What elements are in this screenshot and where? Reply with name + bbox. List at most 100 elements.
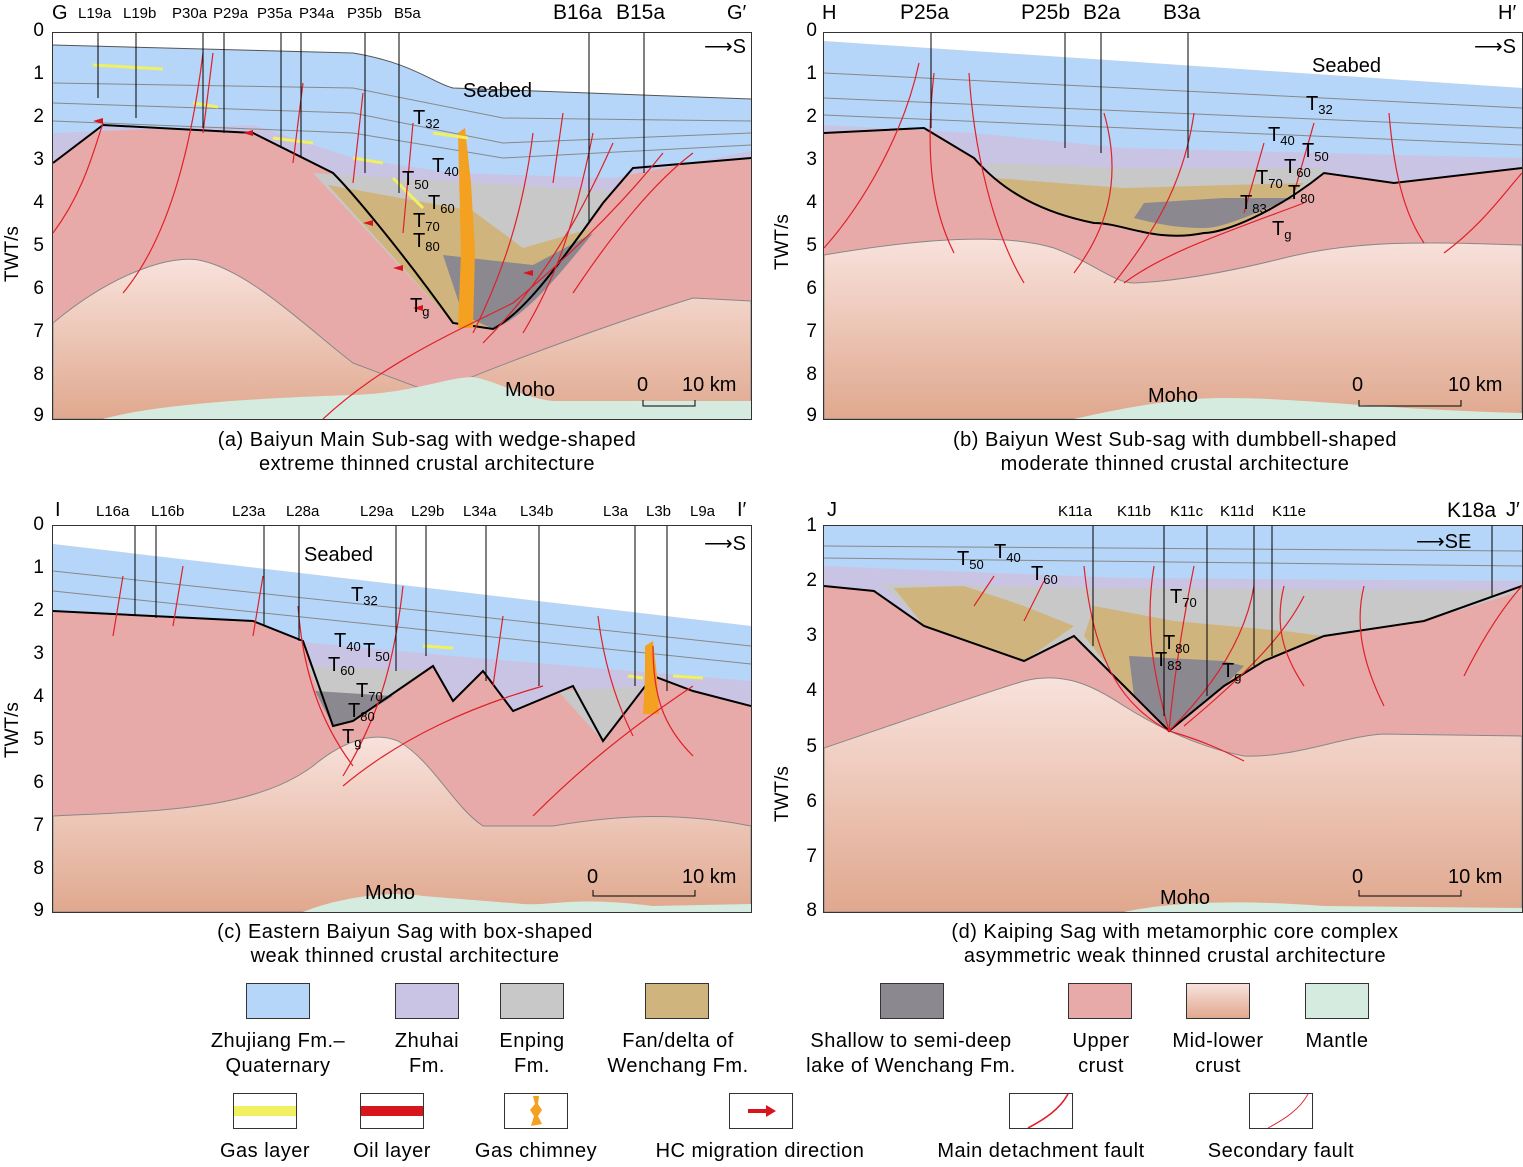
main-fault-icon [1027, 1093, 1069, 1129]
horizon-lines [824, 545, 1522, 567]
well-label: L23a [232, 503, 266, 520]
well-label: P29a [213, 5, 249, 22]
well-label: K11b [1117, 503, 1151, 520]
moho-label: Moho [365, 882, 416, 904]
lake-facies [1134, 198, 1294, 228]
horizon-t40: T40 [334, 630, 361, 654]
y-axis-label: TWT/s [772, 766, 793, 822]
secondary-fault-icon [1267, 1093, 1309, 1129]
y-tick: 8 [33, 364, 44, 385]
horizon-t60: T60 [428, 192, 455, 216]
y-tick: 4 [806, 680, 817, 701]
well-label: B15a [616, 1, 666, 24]
horizon-t60: T60 [328, 654, 355, 678]
mantle [824, 398, 1522, 419]
well-label: P34a [299, 5, 335, 22]
y-tick: 4 [33, 686, 44, 707]
legend-swatch-hc-migration [729, 1093, 793, 1129]
panel-a-section [52, 32, 752, 420]
zhuhai-fm [293, 641, 751, 741]
panel-d-svg [824, 526, 1522, 912]
arrow-right-icon: ⟶ [704, 36, 733, 58]
y-tick: 8 [806, 900, 817, 921]
panel-c-caption: (c) Eastern Baiyun Sag with box-shaped we… [217, 921, 593, 967]
legend-swatch-zhuhai [395, 983, 459, 1019]
faults [973, 565, 1522, 762]
horizon-t50: T50 [363, 640, 390, 664]
seabed-label: Seabed [1312, 55, 1381, 77]
arrow-right-icon [748, 1105, 776, 1117]
panel-b-end-label: H′ [1498, 2, 1517, 24]
panel-d-section [823, 525, 1523, 913]
y-tick: 8 [806, 364, 817, 385]
horizon-t70: T70 [1256, 167, 1283, 191]
y-tick: 2 [806, 106, 817, 127]
panel-c-end-label: I′ [737, 499, 747, 521]
gas-layers [92, 63, 469, 210]
well-label: L9a [690, 503, 716, 520]
lake-facies [315, 691, 393, 726]
y-tick: 6 [806, 791, 817, 812]
y-tick: 2 [806, 570, 817, 591]
legend-label-enping: Enping Fm. [499, 1030, 565, 1077]
y-tick: 3 [806, 625, 817, 646]
wells [930, 33, 1189, 158]
horizon-t60: T60 [1284, 156, 1311, 180]
basement-line [824, 585, 1522, 733]
scale-ten: 10 km [682, 866, 737, 888]
panel-a-start-label: G [52, 2, 68, 24]
y-tick: 7 [33, 321, 44, 342]
well-label: L29a [360, 503, 394, 520]
horizon-t70: T70 [1170, 586, 1197, 610]
legend-swatch-mantle [1305, 983, 1369, 1019]
horizon-lines [824, 72, 1522, 146]
well-label: L3b [646, 503, 672, 520]
panel-b-svg [824, 33, 1522, 419]
moho-label: Moho [1148, 385, 1199, 407]
well-label: B3a [1163, 1, 1201, 24]
y-tick: 0 [806, 20, 817, 41]
y-tick: 1 [33, 557, 44, 578]
legend-label-zhuhai: Zhuhai Fm. [394, 1030, 460, 1077]
mid-lower-crust [53, 736, 751, 912]
well-label: K11e [1272, 503, 1306, 520]
legend-label-oil-layer: Oil layer [353, 1140, 431, 1162]
y-tick: 5 [33, 729, 44, 750]
scale-zero: 0 [587, 866, 599, 888]
mantle [53, 894, 751, 912]
direction-indicator: ⟶S [704, 533, 747, 555]
horizon-t32: T32 [351, 584, 378, 608]
fan-delta [894, 586, 1074, 661]
horizon-t70: T70 [413, 210, 440, 234]
scale-ten: 10 km [1448, 866, 1503, 888]
y-tick: 0 [33, 514, 44, 535]
basement-line [824, 126, 1522, 237]
legend-label-main-fault: Main detachment fault [937, 1140, 1145, 1162]
mid-lower-crust [824, 238, 1522, 419]
moho-label: Moho [505, 379, 556, 401]
seabed-label: Seabed [304, 544, 373, 566]
well-label: K11d [1220, 503, 1254, 520]
well-label: K11c [1170, 503, 1204, 520]
scale-bar [1358, 890, 1462, 897]
horizon-t83: T83 [1240, 192, 1267, 216]
mid-lower-crust [53, 258, 751, 419]
arrow-right-icon: ⟶ [704, 533, 733, 555]
y-tick: 3 [806, 149, 817, 170]
seabed-label: Seabed [463, 80, 532, 102]
gas-chimney [458, 128, 475, 328]
y-tick: 8 [33, 858, 44, 879]
moho-label: Moho [1160, 887, 1211, 909]
wells [1092, 526, 1493, 716]
scale-ten: 10 km [1448, 374, 1503, 396]
well-label: K11a [1058, 503, 1092, 520]
legend-label-lake: Shallow to semi-deep lake of Wenchang Fm. [806, 1030, 1016, 1077]
legend-label-gas-layer: Gas layer [219, 1140, 311, 1162]
horizon-tg: Tg [1272, 218, 1292, 242]
panel-b-section [823, 32, 1523, 420]
y-tick: 7 [806, 321, 817, 342]
direction-indicator: ⟶S [704, 34, 746, 59]
water [824, 33, 1522, 88]
legend-swatch-gas-layer [233, 1093, 297, 1129]
mantle [103, 377, 751, 419]
